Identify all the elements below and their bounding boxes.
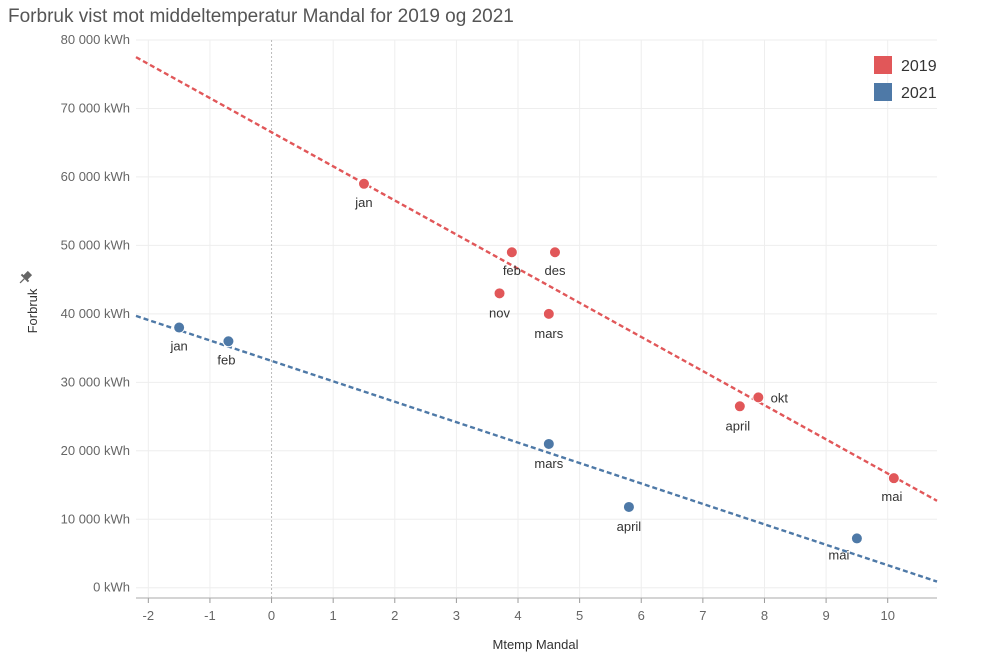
point-2019-feb[interactable] [505, 246, 518, 259]
point-label: des [545, 263, 566, 278]
point-2019-okt[interactable] [752, 391, 765, 404]
trend-line-2021 [135, 314, 938, 583]
x-tick-label: 5 [576, 608, 583, 623]
point-label: mars [534, 326, 563, 341]
point-label: mars [534, 456, 563, 471]
legend-swatch-2021[interactable] [874, 83, 892, 101]
point-2021-mai[interactable] [850, 532, 863, 545]
x-tick-label: 1 [330, 608, 337, 623]
legend-label-2019[interactable]: 2019 [901, 58, 937, 75]
y-tick-label: 0 kWh [93, 580, 130, 595]
chart-title: Forbruk vist mot middeltemperatur Mandal… [8, 6, 514, 27]
pin-icon[interactable] [17, 270, 34, 287]
point-2019-april[interactable] [733, 400, 746, 413]
x-tick-label: 6 [638, 608, 645, 623]
legend-swatch-2019[interactable] [874, 56, 892, 74]
point-2019-mars[interactable] [542, 307, 555, 320]
y-tick-label: 40 000 kWh [61, 306, 130, 321]
x-tick-label: 10 [880, 608, 894, 623]
point-label: feb [217, 352, 235, 367]
x-tick-label: 0 [268, 608, 275, 623]
point-2021-feb[interactable] [222, 335, 235, 348]
x-tick-label: 2 [391, 608, 398, 623]
y-axis-title: Forbruk [25, 288, 40, 333]
point-label: april [726, 418, 751, 433]
point-2019-jan[interactable] [357, 177, 370, 190]
x-tick-label: -1 [204, 608, 216, 623]
x-tick-label: 9 [822, 608, 829, 623]
y-tick-label: 30 000 kWh [61, 374, 130, 389]
point-label: jan [354, 195, 372, 210]
x-tick-label: 4 [514, 608, 521, 623]
point-label: nov [489, 305, 510, 320]
point-label: feb [503, 263, 521, 278]
data-points: jan feb des nov mars april okt mai jan feb mars apr… [169, 177, 902, 562]
point-label: mai [881, 489, 902, 504]
point-2021-april[interactable] [622, 500, 635, 513]
y-tick-label: 20 000 kWh [61, 443, 130, 458]
x-tick-label: -2 [143, 608, 155, 623]
point-label: jan [169, 339, 187, 354]
point-2019-des[interactable] [548, 246, 561, 259]
point-2019-mai[interactable] [887, 472, 900, 485]
trend-line-2019 [135, 56, 938, 502]
point-2021-jan[interactable] [173, 321, 186, 334]
y-tick-label: 70 000 kWh [61, 100, 130, 115]
trend-lines [135, 56, 938, 583]
legend[interactable]: 2019 2021 [874, 56, 937, 102]
x-tick-label: 8 [761, 608, 768, 623]
y-tick-label: 80 000 kWh [61, 32, 130, 47]
x-tick-label: 3 [453, 608, 460, 623]
x-axis-title: Mtemp Mandal [493, 637, 579, 652]
y-tick-label: 10 000 kWh [61, 511, 130, 526]
point-2019-nov[interactable] [493, 287, 506, 300]
legend-label-2021[interactable]: 2021 [901, 85, 937, 102]
point-label: april [617, 519, 642, 534]
y-tick-label: 50 000 kWh [61, 237, 130, 252]
point-label: mai [828, 547, 849, 562]
y-tick-label: 60 000 kWh [61, 169, 130, 184]
point-2021-mars[interactable] [542, 437, 555, 450]
x-tick-label: 7 [699, 608, 706, 623]
point-label: okt [771, 390, 789, 405]
axes: 0 kWh 10 000 kWh 20 000 kWh 30 000 kWh 40 00… [17, 32, 937, 652]
